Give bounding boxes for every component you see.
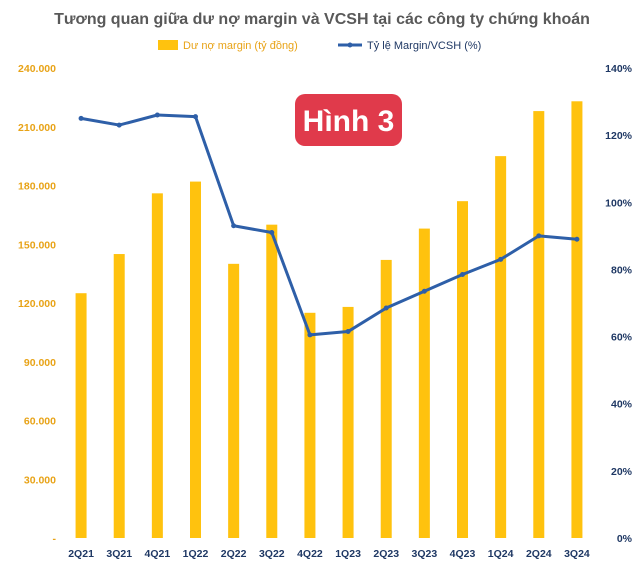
line-series [78, 112, 580, 338]
badge-label: Hình 3 [303, 105, 395, 138]
bar [418, 228, 430, 539]
left-tick-label: 210.000 [18, 122, 56, 134]
left-tick-label: 60.000 [24, 416, 56, 428]
bar [113, 254, 125, 538]
bar [533, 111, 545, 538]
x-tick-label: 3Q23 [412, 548, 438, 560]
figure-badge: Hình 3 [295, 94, 402, 146]
legend: Dư nợ margin (tỷ đồng) Tỷ lệ Margin/VCSH … [158, 40, 481, 52]
right-tick-label: 100% [605, 197, 633, 209]
line-point [345, 329, 351, 335]
bar-series [75, 101, 583, 539]
bar [380, 259, 392, 538]
right-tick-label: 0% [617, 533, 633, 545]
right-tick-label: 120% [605, 130, 633, 142]
left-tick-label: 240.000 [18, 63, 56, 75]
line-point [78, 115, 84, 121]
x-tick-label: 4Q23 [450, 548, 476, 560]
left-tick-label: - [53, 533, 57, 545]
line-point [269, 230, 275, 235]
right-tick-label: 60% [611, 332, 633, 344]
right-tick-label: 140% [605, 63, 633, 75]
bar [571, 101, 583, 539]
line-point [154, 112, 160, 118]
ratio-line [80, 113, 578, 337]
left-tick-label: 90.000 [24, 357, 56, 369]
line-point [116, 122, 122, 128]
line-point [383, 305, 389, 311]
left-tick-label: 180.000 [18, 181, 56, 193]
x-tick-label: 2Q24 [526, 548, 552, 560]
line-point [231, 223, 237, 229]
line-point [498, 256, 504, 262]
legend-label-margin: Dư nợ margin (tỷ đồng) [183, 40, 298, 52]
bar [266, 224, 278, 538]
x-tick-label: 1Q23 [335, 548, 361, 560]
left-tick-label: 30.000 [24, 474, 56, 486]
x-tick-label: 4Q21 [145, 548, 171, 560]
line-point [460, 271, 465, 277]
legend-label-ratio: Tỷ lệ Margin/VCSH (%) [367, 40, 481, 52]
bar [304, 312, 316, 538]
line-point [307, 332, 313, 338]
bar [495, 156, 507, 538]
line-point [574, 236, 580, 242]
right-tick-label: 40% [611, 399, 633, 411]
x-tick-label: 3Q21 [106, 548, 132, 560]
badge-background [295, 94, 402, 146]
line-point [421, 288, 427, 294]
right-tick-label: 80% [611, 264, 633, 276]
x-tick-label: 2Q23 [373, 548, 399, 560]
bar [190, 181, 201, 539]
x-tick-label: 1Q22 [183, 548, 209, 560]
bar [457, 201, 468, 538]
bar [75, 293, 87, 538]
left-tick-label: 150.000 [18, 239, 56, 251]
left-tick-label: 120.000 [18, 298, 56, 310]
line-point [536, 233, 542, 239]
x-tick-label: 4Q22 [297, 548, 323, 560]
x-tick-label: 2Q21 [68, 548, 94, 560]
x-tick-label: 3Q24 [564, 548, 590, 560]
bar [228, 263, 240, 538]
left-axis: - 30.000 60.000 90.000 120.000 150.000 180.000… [18, 63, 56, 545]
legend-swatch-margin [158, 40, 178, 50]
x-tick-label: 1Q24 [488, 548, 514, 560]
bar [342, 306, 354, 538]
right-tick-label: 20% [611, 466, 633, 478]
bar [151, 193, 163, 539]
chart-title: Tương quan giữa dư nợ margin và VCSH tại… [54, 11, 590, 28]
x-axis: 2Q21 3Q21 4Q21 1Q22 2Q22 3Q22 4Q22 1Q23 2Q23 3Q23… [68, 548, 590, 560]
x-tick-label: 3Q22 [259, 548, 285, 560]
x-tick-label: 2Q22 [221, 548, 247, 560]
line-point [193, 114, 198, 120]
right-axis: 0% 20% 40% 60% 80% 100% 120% 140% [605, 63, 633, 545]
legend-marker-ratio [347, 42, 353, 48]
